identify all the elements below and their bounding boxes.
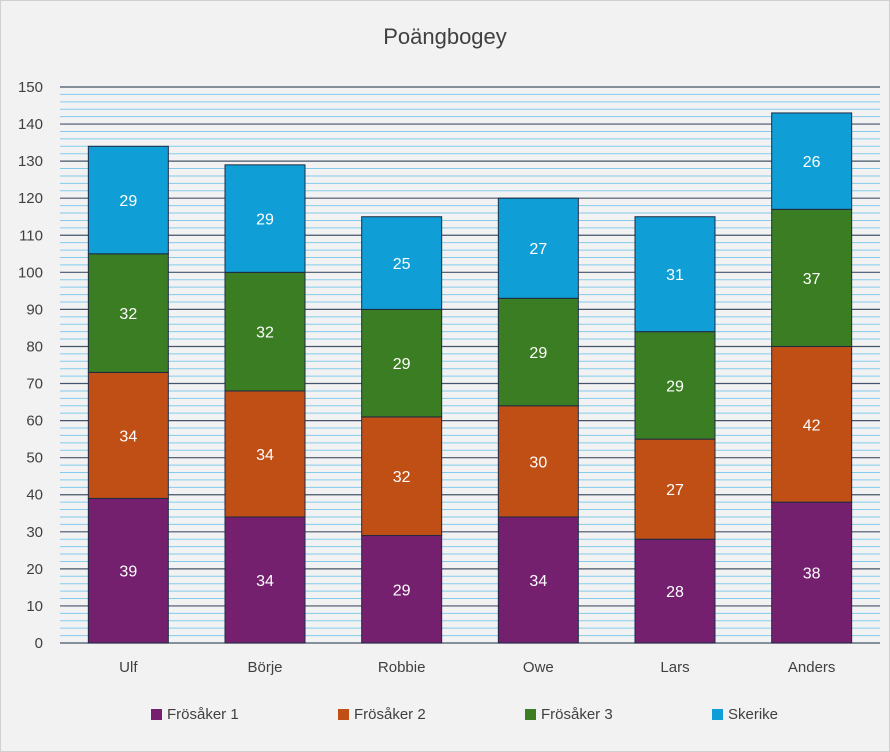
data-label: 32	[393, 469, 411, 486]
data-label: 29	[256, 212, 274, 229]
bar-segment	[224, 390, 306, 518]
bar-segment	[771, 112, 853, 210]
bar-segment	[771, 345, 853, 503]
data-label: 42	[803, 417, 821, 434]
y-tick-label: 20	[26, 561, 43, 578]
data-label: 32	[119, 306, 137, 323]
bar-segment	[361, 535, 443, 644]
data-label: 28	[666, 584, 684, 601]
data-label: 34	[119, 428, 137, 445]
data-label: 32	[256, 325, 274, 342]
y-tick-label: 120	[18, 190, 43, 207]
x-tick-label: Lars	[660, 659, 689, 676]
data-label: 29	[119, 193, 137, 210]
bar-segment	[361, 308, 443, 418]
y-tick-label: 10	[26, 598, 43, 615]
data-label: 39	[119, 564, 137, 581]
x-tick-label: Owe	[523, 659, 554, 676]
bar-segment	[771, 501, 853, 644]
y-tick-label: 30	[26, 524, 43, 541]
bar-segment	[224, 271, 306, 392]
bar-segment	[87, 145, 169, 255]
data-label: 29	[529, 345, 547, 362]
legend-swatch	[525, 709, 536, 720]
legend-item: Skerike	[712, 706, 778, 723]
legend-item: Frösåker 2	[338, 706, 426, 723]
y-tick-label: 140	[18, 116, 43, 133]
y-tick-label: 40	[26, 487, 43, 504]
data-label: 29	[666, 378, 684, 395]
y-tick-label: 150	[18, 79, 43, 96]
data-label: 38	[803, 566, 821, 583]
y-tick-label: 60	[26, 413, 43, 430]
y-tick-label: 70	[26, 376, 43, 393]
legend-label: Skerike	[728, 706, 779, 723]
y-tick-label: 80	[26, 338, 43, 355]
legend-item: Frösåker 1	[151, 706, 239, 723]
x-tick-label: Robbie	[378, 659, 426, 676]
bar-segment	[497, 197, 579, 299]
legend: Frösåker 1 Frösåker 2 Frösåker 3 Skerike	[0, 706, 890, 726]
bar-segment	[634, 216, 716, 333]
legend-swatch	[151, 709, 162, 720]
data-label: 25	[393, 256, 411, 273]
legend-swatch	[712, 709, 723, 720]
bar-segment	[361, 416, 443, 537]
chart-title: Poängbogey	[383, 24, 507, 49]
data-label: 34	[529, 573, 547, 590]
bar-segment	[361, 216, 443, 310]
data-label: 27	[529, 241, 547, 258]
bar-segment	[87, 253, 169, 373]
data-label: 30	[529, 454, 547, 471]
bar-segment	[224, 164, 306, 273]
bar-segment	[634, 331, 716, 440]
x-tick-label: Ulf	[119, 659, 138, 676]
y-tick-label: 0	[35, 635, 43, 652]
data-label: 29	[393, 356, 411, 373]
data-label: 27	[666, 482, 684, 499]
bar-segment	[87, 497, 169, 644]
bar-segment	[497, 516, 579, 644]
legend-label: Frösåker 3	[541, 706, 613, 723]
y-tick-label: 90	[26, 301, 43, 318]
data-label: 37	[803, 271, 821, 288]
y-tick-label: 130	[18, 153, 43, 170]
legend-label: Frösåker 2	[354, 706, 426, 723]
data-label: 31	[666, 267, 684, 284]
x-tick-label: Anders	[788, 659, 836, 676]
legend-item: Frösåker 3	[525, 706, 613, 723]
legend-label: Frösåker 1	[167, 706, 239, 723]
legend-swatch	[338, 709, 349, 720]
data-label: 34	[256, 573, 274, 590]
y-tick-label: 50	[26, 450, 43, 467]
y-tick-label: 110	[19, 227, 43, 244]
bar-segment	[87, 371, 169, 499]
bar-segment	[224, 516, 306, 644]
data-label: 34	[256, 447, 274, 464]
data-label: 26	[803, 154, 821, 171]
y-tick-label: 100	[18, 264, 43, 281]
data-label: 29	[393, 582, 411, 599]
bar-segment	[771, 208, 853, 347]
x-tick-label: Börje	[247, 659, 282, 676]
